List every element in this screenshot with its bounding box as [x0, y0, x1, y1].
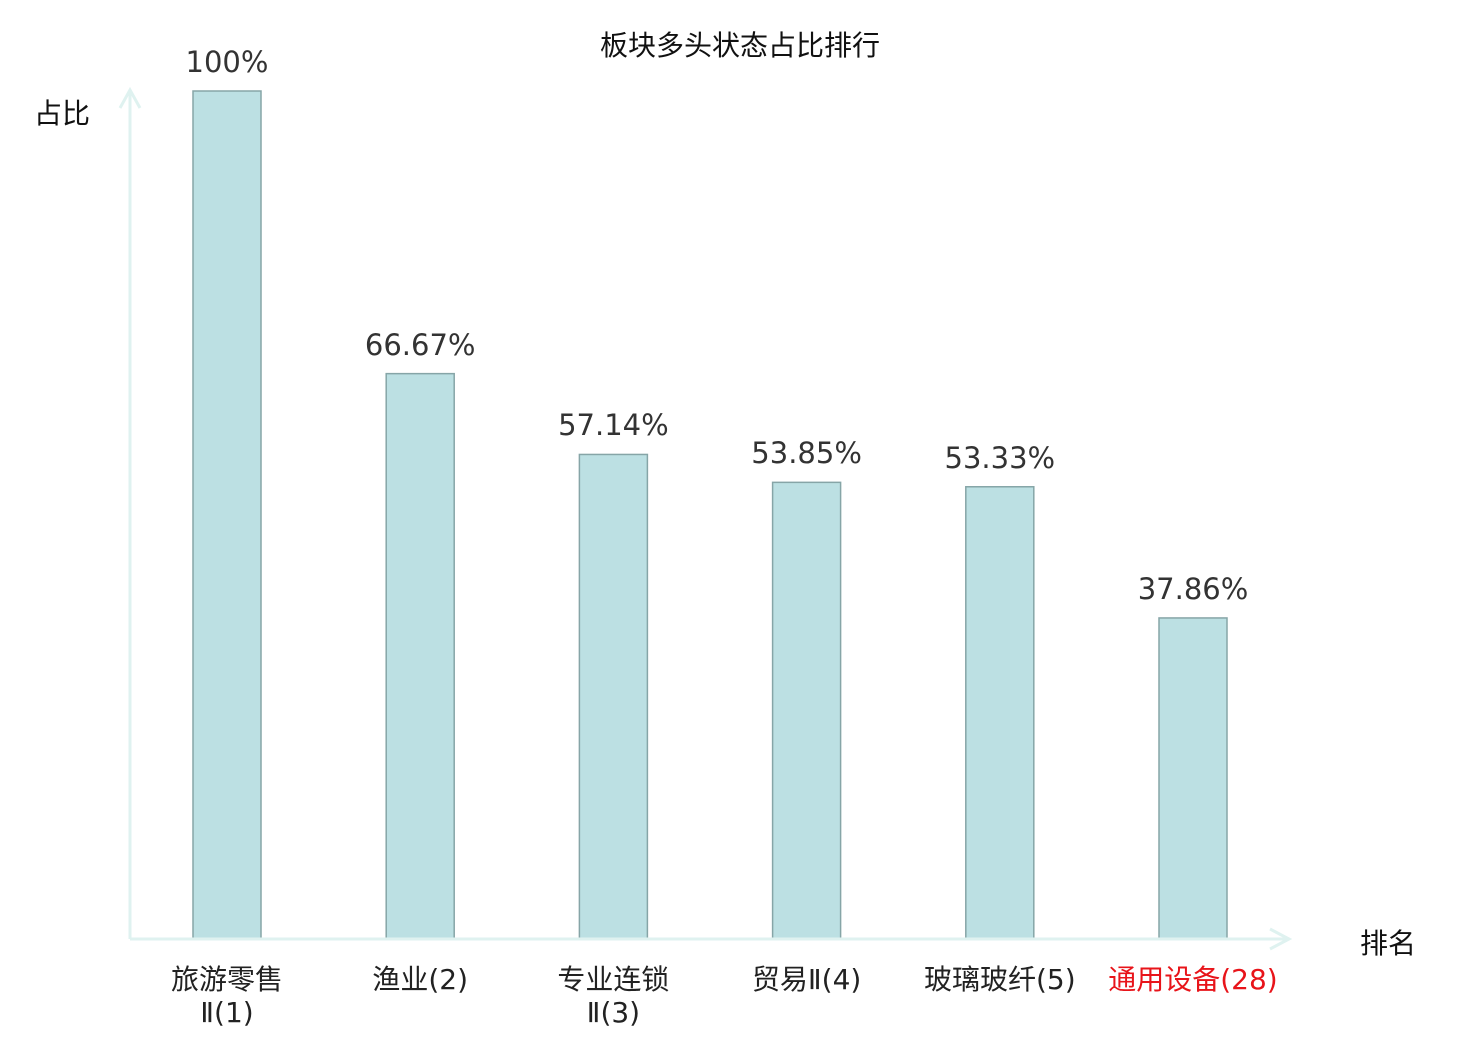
- x-tick-label: 通用设备(28): [1108, 963, 1278, 996]
- value-label: 66.67%: [364, 327, 476, 362]
- bar: [192, 90, 262, 940]
- value-label: 53.85%: [751, 436, 862, 471]
- x-tick-label: 旅游零售 Ⅱ(1): [170, 963, 283, 1029]
- bar: [385, 372, 455, 940]
- value-label: 37.86%: [1137, 571, 1249, 606]
- bar: [965, 486, 1035, 940]
- bar: [1158, 617, 1228, 940]
- x-tick-label: 渔业(2): [372, 963, 469, 996]
- bar: [578, 453, 649, 940]
- value-label: 57.14%: [558, 408, 669, 443]
- x-axis-arrow: [1269, 927, 1293, 951]
- y-axis-arrow: [118, 86, 142, 109]
- y-axis-label: 占比: [34, 97, 91, 130]
- value-label: 53.33%: [944, 440, 1056, 475]
- bar: [771, 481, 842, 940]
- x-tick-label: 专业连锁 Ⅱ(3): [557, 963, 670, 1029]
- chart-title: 板块多头状态占比排行: [599, 29, 880, 62]
- x-tick-label: 贸易Ⅱ(4): [751, 963, 862, 996]
- x-axis-label: 排名: [1360, 927, 1417, 960]
- value-label: 100%: [185, 45, 269, 79]
- x-tick-label: 玻璃玻纤(5): [923, 963, 1076, 996]
